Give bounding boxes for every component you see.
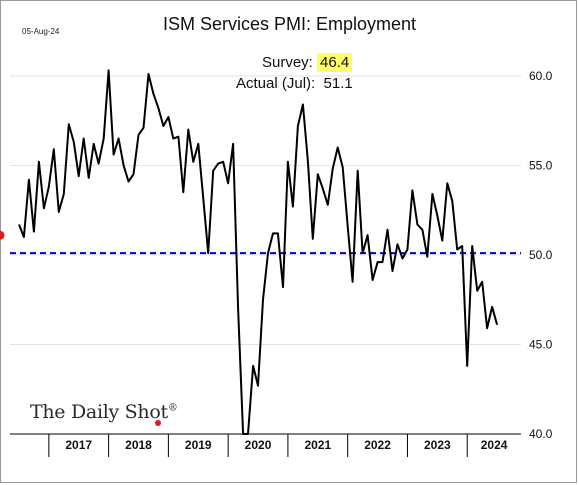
- logo-text: The Daily Shot: [30, 401, 168, 423]
- x-tick-label: 2018: [125, 438, 152, 452]
- logo-dot-icon: [155, 420, 161, 426]
- survey-annotation: Survey: 46.4: [262, 53, 353, 72]
- x-tick-label: 2020: [245, 438, 272, 452]
- y-tick-label: 60.0: [529, 69, 553, 83]
- survey-label: Survey:: [262, 54, 313, 71]
- chart-title: ISM Services PMI: Employment: [162, 14, 417, 34]
- x-tick-label: 2017: [65, 438, 92, 452]
- daily-shot-logo: The Daily Shot®: [30, 401, 178, 423]
- series-line: [18, 69, 499, 435]
- x-tick-label: 2024: [481, 438, 508, 452]
- x-tick-label: 2021: [304, 438, 331, 452]
- actual-label: Actual (Jul):: [236, 75, 316, 92]
- y-tick-label: 55.0: [529, 158, 553, 172]
- y-tick-label: 40.0: [529, 427, 553, 441]
- logo-registered-mark: ®: [167, 402, 178, 414]
- y-tick-label: 45.0: [529, 337, 553, 351]
- x-tick-label: 2023: [424, 438, 451, 452]
- latest-point-marker: [0, 230, 5, 240]
- x-tick-label: 2019: [185, 438, 212, 452]
- y-tick-label: 50.0: [529, 248, 553, 262]
- actual-value: 51.1: [323, 75, 353, 92]
- date-stamp: 05-Aug-24: [22, 27, 60, 36]
- actual-annotation: Actual (Jul): 51.1: [236, 75, 353, 92]
- survey-value: 46.4: [317, 53, 353, 72]
- x-tick-label: 2022: [364, 438, 391, 452]
